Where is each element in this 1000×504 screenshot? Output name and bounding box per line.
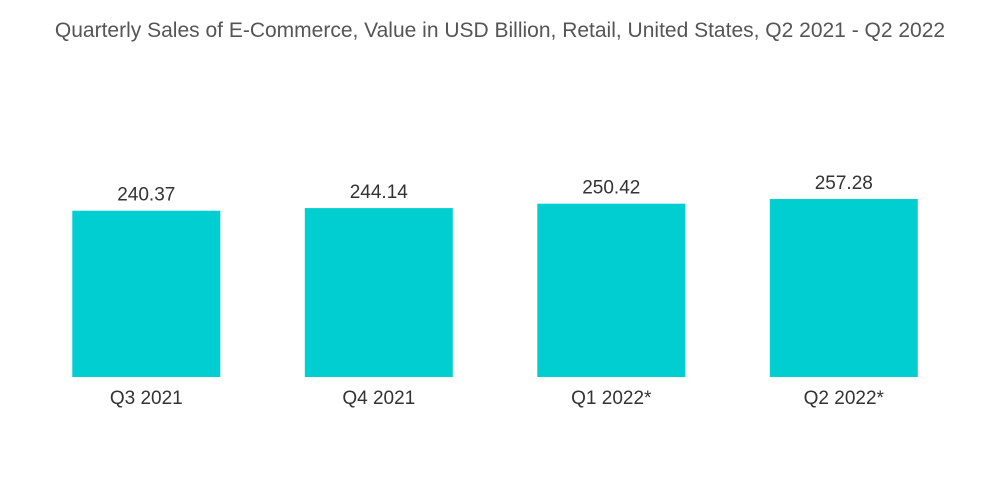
data-label: 244.14 bbox=[350, 182, 409, 203]
x-tick-label: Q1 2022* bbox=[571, 388, 652, 409]
chart-title: Quarterly Sales of E-Commerce, Value in … bbox=[54, 19, 946, 42]
bars-layer bbox=[72, 199, 918, 377]
x-tick-label: Q3 2021 bbox=[110, 388, 183, 409]
x-tick-label: Q2 2022* bbox=[804, 388, 885, 409]
x-tick-label: Q4 2021 bbox=[342, 388, 415, 409]
bar-q4-2021 bbox=[304, 208, 453, 377]
x-axis-ticks-layer: Q3 2021 Q4 2021 Q1 2022* Q2 2022* bbox=[110, 388, 885, 409]
data-labels-layer: 240.37 244.14 250.42 257.28 bbox=[117, 173, 873, 206]
data-label: 240.37 bbox=[117, 185, 175, 206]
data-label: 250.42 bbox=[582, 178, 640, 199]
data-label: 257.28 bbox=[815, 173, 873, 194]
bar-q2-2022 bbox=[769, 199, 918, 377]
bar-q3-2021 bbox=[72, 210, 221, 377]
bar-q1-2022 bbox=[537, 203, 686, 377]
